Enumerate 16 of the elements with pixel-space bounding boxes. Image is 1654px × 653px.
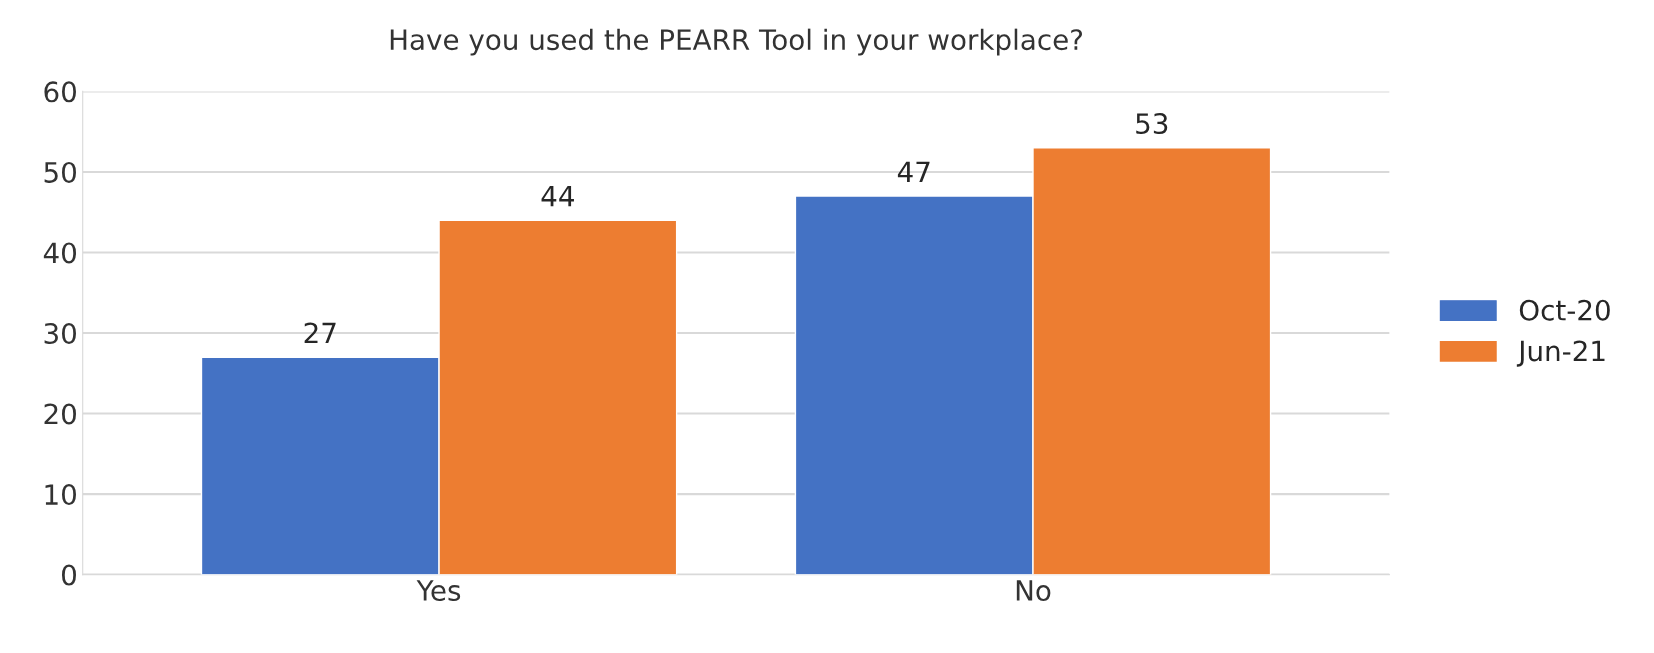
legend-label: Oct-20 [1519, 299, 1610, 321]
y-tick-label: 10 [45, 484, 76, 506]
data-label: 44 [541, 185, 574, 207]
data-label: 27 [304, 322, 336, 344]
y-tick-label: 40 [43, 242, 76, 264]
x-tick-label: Yes [416, 580, 461, 601]
data-label: 47 [897, 161, 930, 183]
y-tick-label: 30 [44, 322, 76, 344]
chart-title: Have you used the PEARR Tool in your workplace? [390, 28, 1083, 56]
x-tick-label: No [1016, 580, 1051, 601]
y-tick-label: 0 [62, 564, 76, 586]
y-tick-label: 50 [44, 161, 76, 183]
y-tick-label: 20 [44, 403, 76, 425]
data-label: 53 [1136, 113, 1168, 135]
y-tick-label: 60 [44, 81, 76, 103]
legend-label: Jun-21 [1516, 340, 1605, 367]
